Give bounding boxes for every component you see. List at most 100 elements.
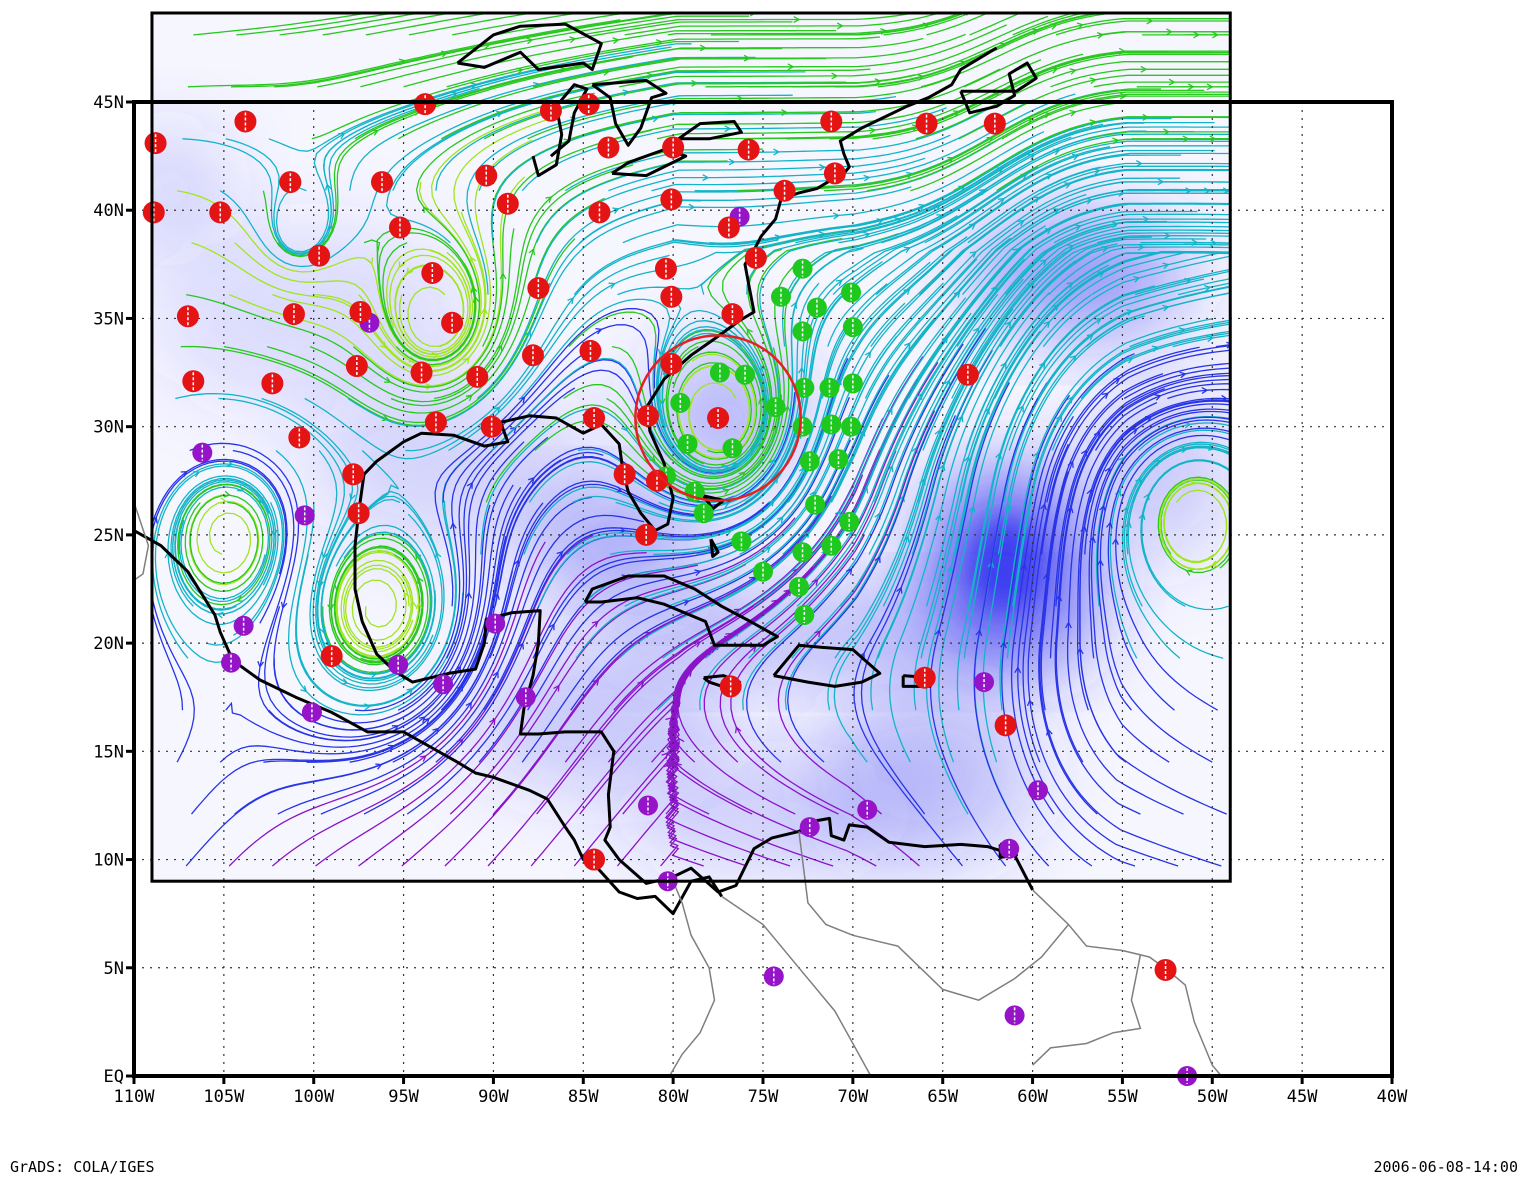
streamline-arrow xyxy=(492,670,499,679)
lon-label: 70W xyxy=(837,1087,868,1107)
streamline-arrow xyxy=(384,376,392,383)
streamline-arrow xyxy=(898,494,905,503)
lon-label: 60W xyxy=(1017,1087,1048,1107)
lat-label: 10N xyxy=(93,851,124,871)
station-marker-purple xyxy=(974,672,995,693)
streamline-arrow xyxy=(1000,641,1007,649)
streamline-arrow xyxy=(1206,335,1214,343)
station-marker-green xyxy=(765,397,786,418)
streamline-arrow xyxy=(957,414,964,423)
streamline xyxy=(1001,95,1231,140)
streamlines-layer xyxy=(151,13,1231,867)
station-marker-red xyxy=(662,136,685,159)
streamline-arrow xyxy=(874,78,882,86)
streamline-arrow xyxy=(834,509,841,517)
streamline-arrow xyxy=(1112,537,1119,545)
streamline-arrow xyxy=(1017,404,1024,413)
streamline-arrow xyxy=(1163,128,1171,136)
streamline-arrow xyxy=(724,125,732,133)
lat-label: 35N xyxy=(93,309,124,329)
streamline xyxy=(881,133,1231,244)
streamline-arrow xyxy=(946,565,954,573)
station-marker-green xyxy=(693,503,714,524)
streamline-arrow xyxy=(1204,284,1212,292)
lake-huron xyxy=(591,78,668,147)
streamline xyxy=(1088,131,1231,140)
streamline-arrow xyxy=(947,156,955,164)
streamline-arrow xyxy=(1064,182,1072,189)
streamline-arrow xyxy=(1212,31,1220,39)
station-marker-green xyxy=(722,438,743,459)
station-marker-purple xyxy=(515,687,536,708)
streamline-arrow xyxy=(1168,78,1176,86)
station-marker-red xyxy=(915,112,938,135)
streamline xyxy=(920,18,1231,88)
station-marker-red xyxy=(441,311,464,334)
station-marker-green xyxy=(753,561,773,582)
station-marker-red xyxy=(282,303,305,326)
streamline-arrow xyxy=(595,327,603,335)
streamline-arrow xyxy=(1050,67,1059,74)
streamline-arrow xyxy=(349,493,356,501)
station-marker-red xyxy=(320,645,343,668)
streamline xyxy=(1044,116,1231,140)
coastline-cuba xyxy=(583,574,779,647)
streamline-arrow xyxy=(1105,521,1113,529)
streamline-arrow xyxy=(1094,317,1102,325)
streamline-arrow xyxy=(1133,275,1141,283)
streamline-arrow xyxy=(1206,83,1214,91)
streamline-arrow xyxy=(819,163,827,171)
station-marker-purple xyxy=(233,615,254,636)
boundary-colombia xyxy=(721,895,872,1077)
streamline-arrow xyxy=(1043,572,1050,580)
station-marker-green xyxy=(819,377,840,398)
streamline-arrow xyxy=(1203,187,1211,195)
streamline-arrow xyxy=(791,568,799,576)
station-marker-red xyxy=(660,352,683,375)
streamline-arrow xyxy=(836,22,844,30)
streamline-arrow xyxy=(693,641,702,648)
streamline-arrow xyxy=(811,578,819,586)
streamline-arrow xyxy=(934,628,942,637)
streamline-arrow xyxy=(749,13,757,17)
coastline-atlantic xyxy=(362,46,998,533)
streamline-arrow xyxy=(612,37,620,45)
lake-michigan xyxy=(531,83,589,178)
streamline-arrow xyxy=(1145,416,1153,423)
streamline xyxy=(1141,460,1231,611)
streamline-arrow xyxy=(783,405,791,413)
streamline-arrow xyxy=(935,513,942,522)
station-marker-green xyxy=(821,414,842,435)
station-marker-red xyxy=(636,404,659,427)
streamline-arrow xyxy=(1142,215,1150,223)
shade-blob xyxy=(151,128,230,249)
streamline-arrow xyxy=(1045,728,1053,736)
streamline-arrow xyxy=(381,414,390,422)
streamline xyxy=(408,13,536,36)
streamline-arrow xyxy=(832,212,841,220)
streamline-arrow xyxy=(483,42,491,50)
streamline-arrow xyxy=(1101,245,1109,253)
streamline-arrow xyxy=(731,462,739,470)
streamline-arrow xyxy=(831,72,839,80)
streamline-arrow xyxy=(418,716,426,723)
station-marker-red xyxy=(721,303,744,326)
station-marker-red xyxy=(820,110,843,133)
streamline-arrow xyxy=(341,678,349,685)
streamline-arrow xyxy=(896,586,903,594)
station-marker-purple xyxy=(1004,1005,1025,1026)
streamline-arrow xyxy=(767,499,775,507)
station-marker-green xyxy=(794,604,815,625)
streamline xyxy=(1172,334,1231,348)
streamline-arrow xyxy=(722,501,730,509)
streamline-arrow xyxy=(1064,621,1072,629)
station-marker-red xyxy=(613,463,636,486)
streamline-arrow xyxy=(465,701,472,709)
streamline-arrow xyxy=(997,197,1005,205)
station-marker-red xyxy=(956,363,979,386)
streamline-arrow xyxy=(1185,569,1193,576)
station-marker-green xyxy=(792,258,813,279)
streamline-arrow xyxy=(1050,23,1058,30)
streamline-arrow xyxy=(648,455,656,463)
streamline-arrow xyxy=(257,497,264,505)
